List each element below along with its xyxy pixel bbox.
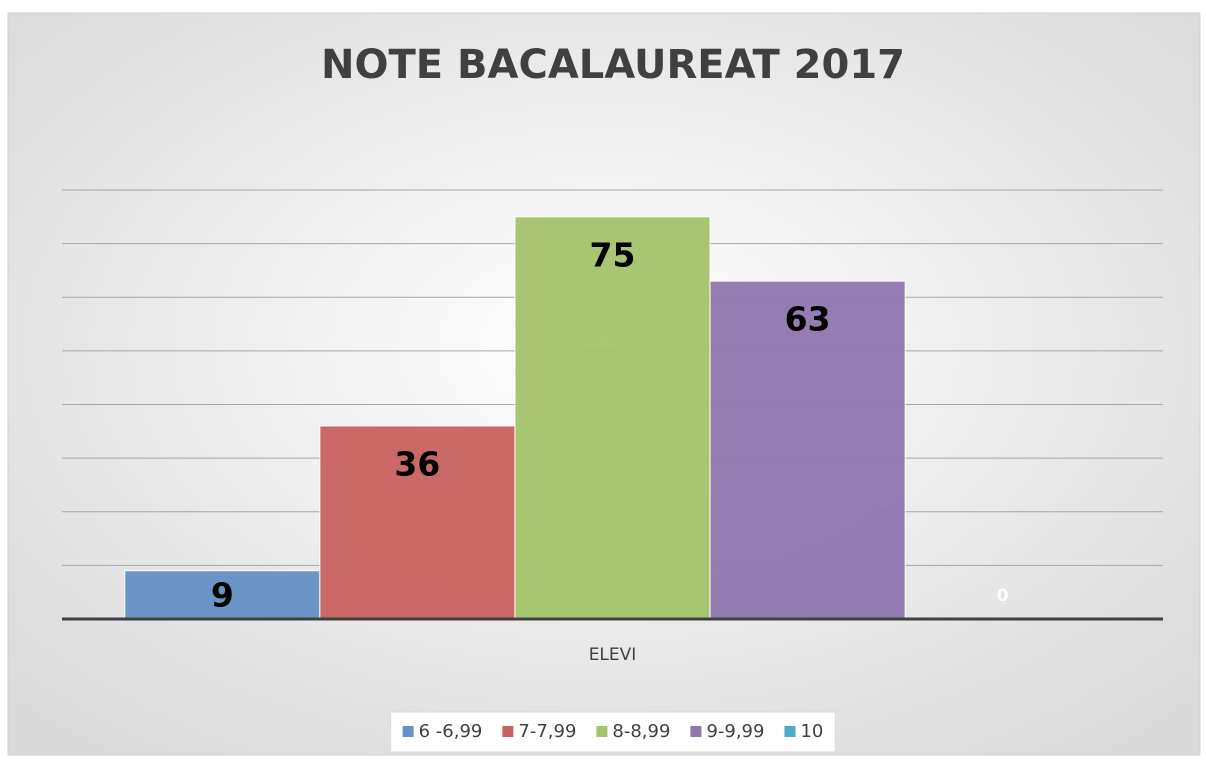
data-label: 0 bbox=[997, 586, 1009, 606]
legend-swatch bbox=[690, 726, 702, 737]
bar bbox=[514, 216, 711, 620]
legend-swatch bbox=[596, 726, 608, 737]
data-label: 9 bbox=[211, 575, 234, 614]
legend-label: 10 bbox=[800, 721, 823, 742]
legend-swatch bbox=[784, 726, 796, 737]
data-label: 63 bbox=[785, 300, 831, 339]
legend-label: 8-8,99 bbox=[612, 721, 670, 742]
legend-label: 9-9,99 bbox=[706, 721, 764, 742]
legend-label: 7-7,99 bbox=[518, 721, 576, 742]
x-tick-label: ELEVI bbox=[589, 645, 637, 665]
legend-box bbox=[390, 711, 836, 753]
data-label: 75 bbox=[590, 235, 636, 274]
legend-label: 6 -6,99 bbox=[419, 721, 483, 742]
bar bbox=[709, 280, 906, 620]
chart-title: NOTE BACALAUREAT 2017 bbox=[321, 42, 905, 88]
data-label: 36 bbox=[394, 444, 440, 483]
legend-swatch bbox=[502, 726, 514, 737]
legend-swatch bbox=[402, 726, 414, 737]
